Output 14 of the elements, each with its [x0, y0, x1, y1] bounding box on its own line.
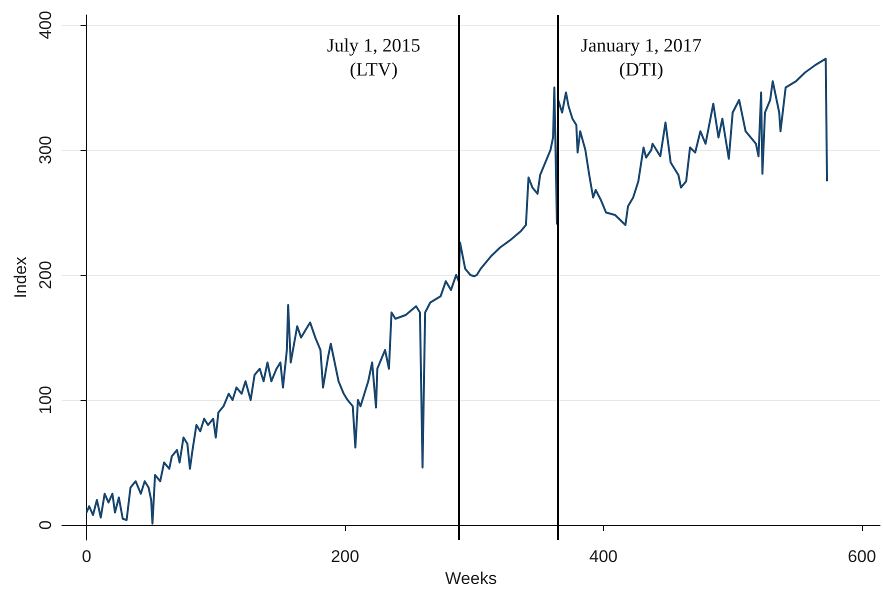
- y-tick-label: 100: [36, 386, 55, 414]
- y-tick-label: 0: [36, 520, 55, 530]
- ref-line-label: July 1, 2015 (LTV): [327, 36, 420, 80]
- x-tick-label: 200: [330, 547, 360, 566]
- x-tick-label: 0: [82, 547, 92, 566]
- line-series: [86, 58, 828, 525]
- y-tick-label: 300: [36, 136, 55, 164]
- x-tick-label: 400: [589, 547, 618, 566]
- ref-line-label: January 1, 2017 (DTI): [580, 36, 702, 80]
- y-axis-title: Index: [11, 256, 30, 298]
- x-axis-title: Weeks: [445, 568, 497, 588]
- x-tick-label: 600: [848, 547, 876, 566]
- y-tick-label: 200: [36, 260, 55, 290]
- y-tick-label: 400: [36, 10, 55, 40]
